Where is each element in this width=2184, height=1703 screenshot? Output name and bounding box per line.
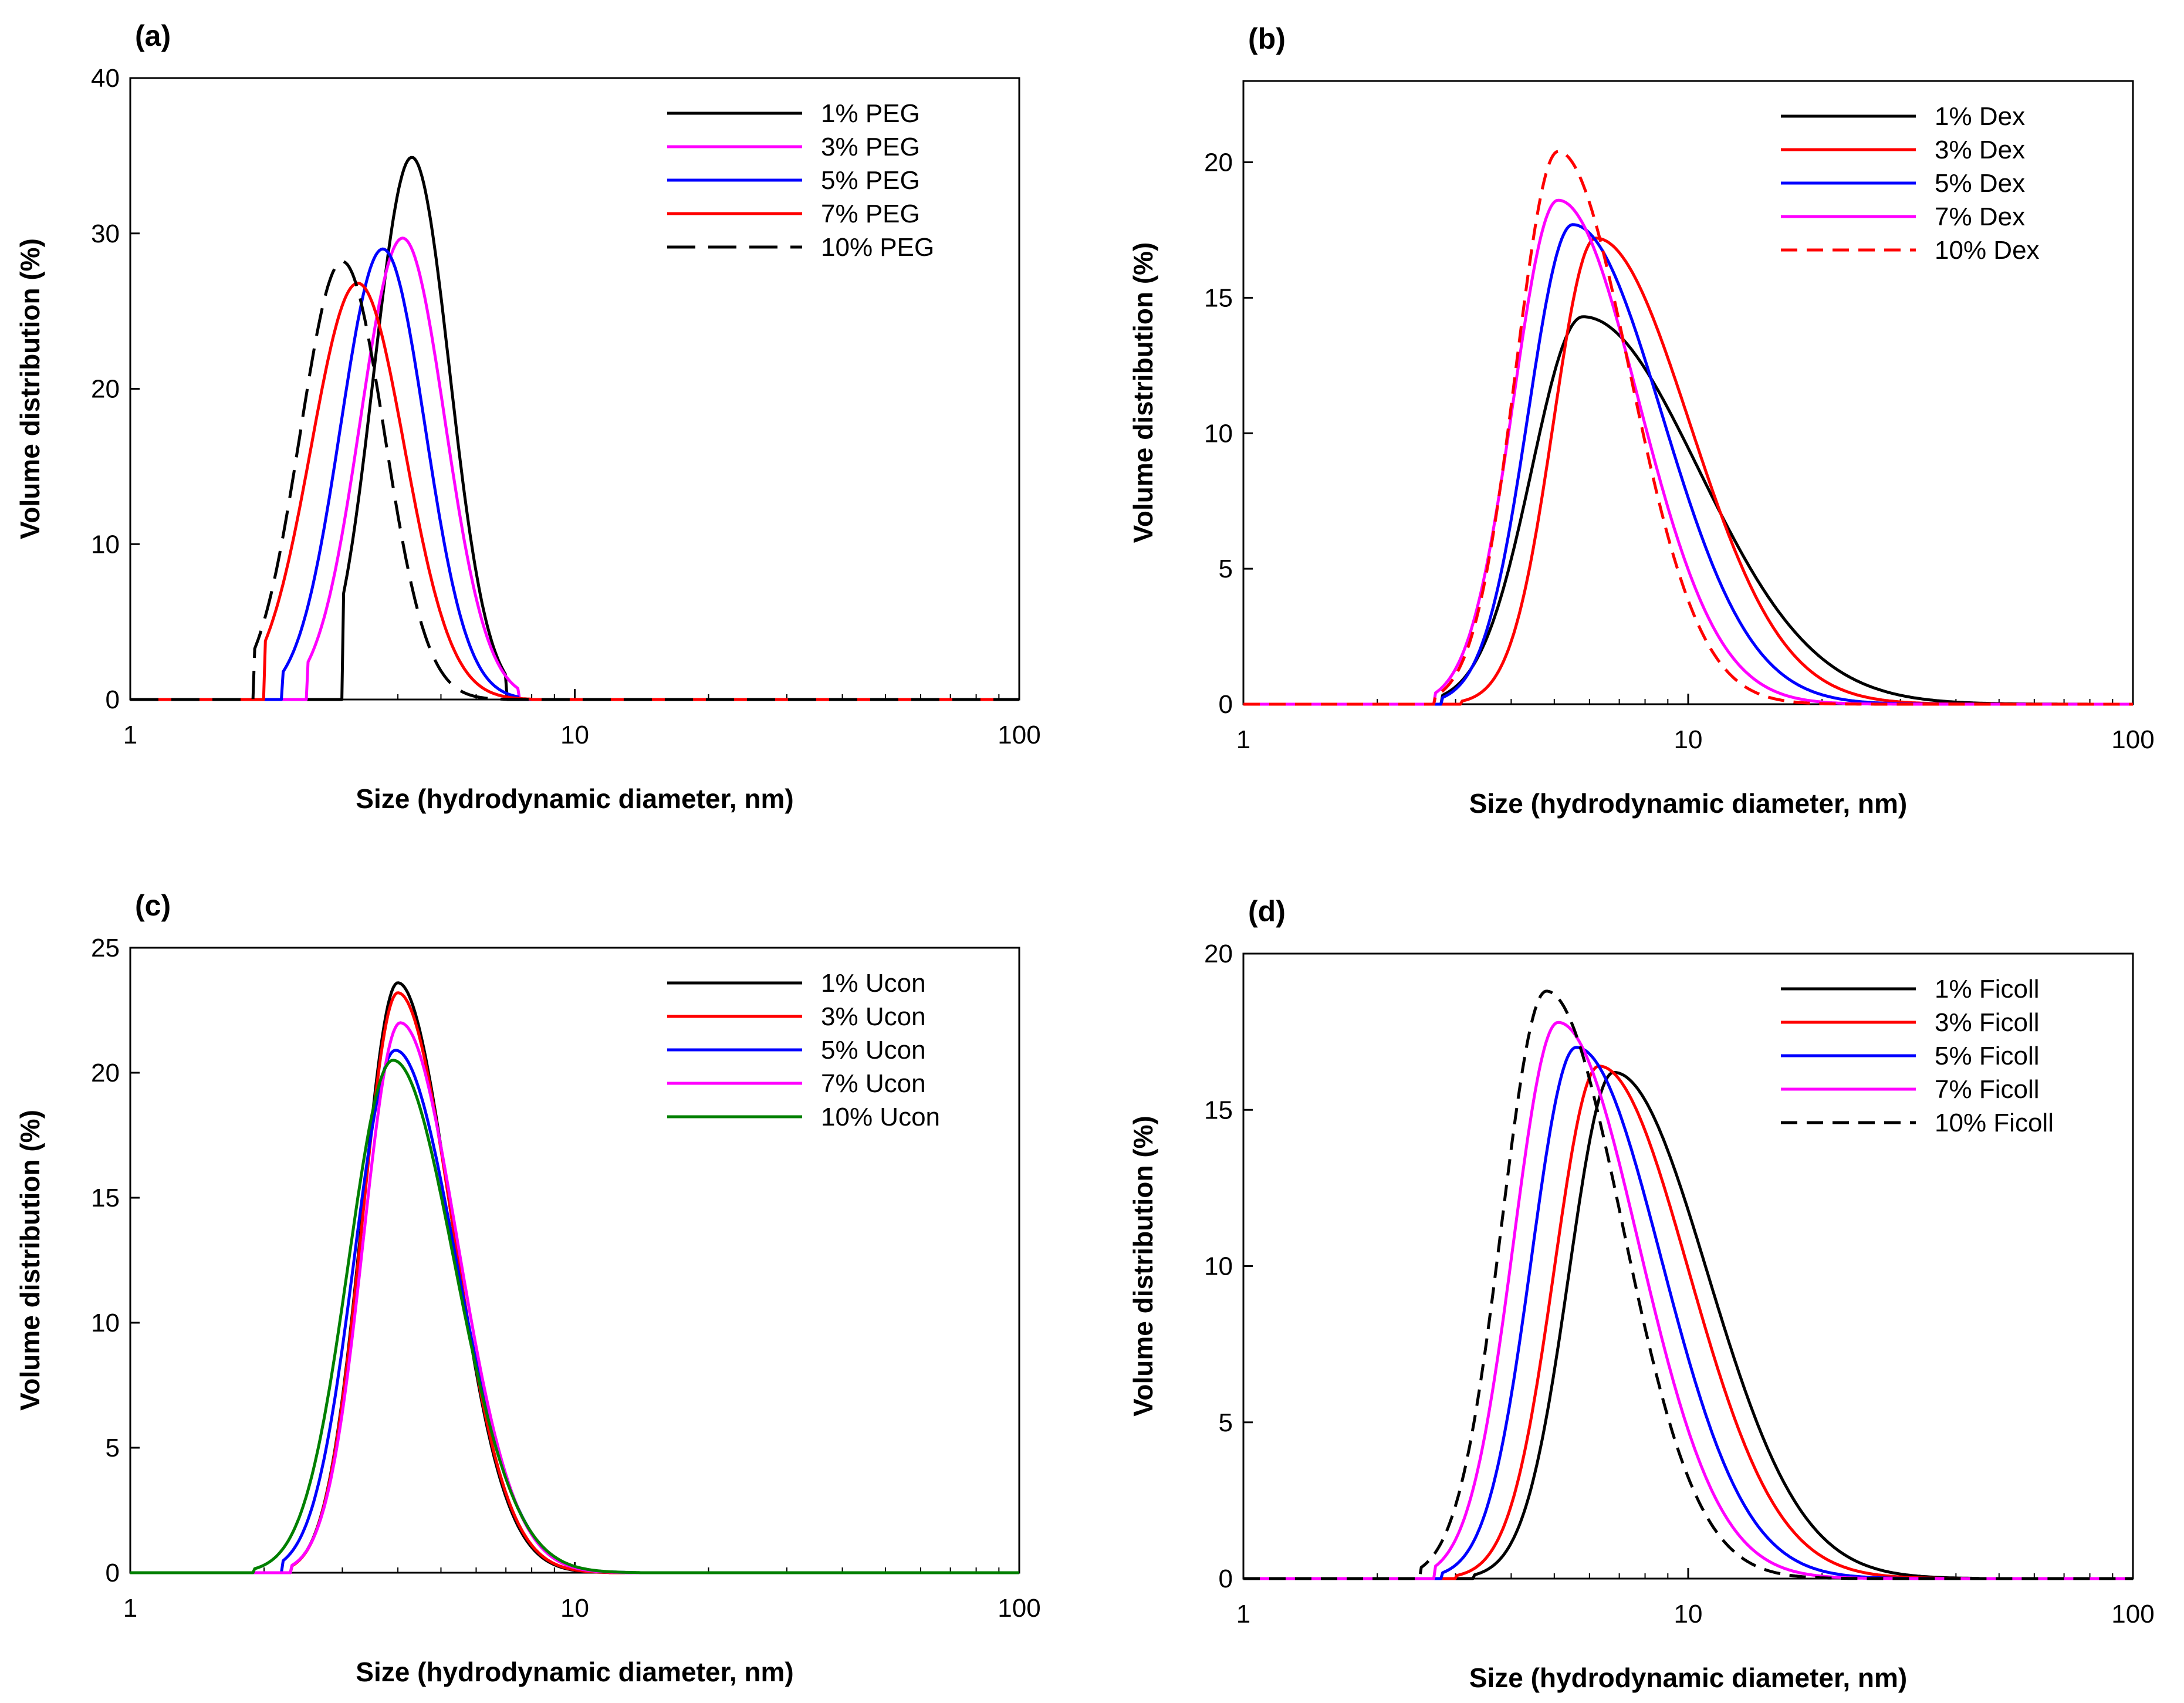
legend-entry: 5% PEG — [821, 166, 920, 195]
legend-entry: 1% PEG — [821, 99, 920, 128]
x-tick-label: 10 — [1674, 725, 1703, 754]
series-line-2 — [130, 236, 1019, 701]
legend-entry: 1% Ucon — [821, 969, 926, 998]
x-tick-label: 1 — [1236, 1600, 1250, 1628]
x-tick-label: 1 — [123, 1594, 137, 1623]
y-tick-label: 20 — [91, 375, 120, 404]
x-tick-label: 10 — [560, 1594, 589, 1623]
series-line-5 — [1243, 989, 2133, 1580]
y-axis-label: Volume distribution (%) — [1128, 1116, 1158, 1417]
y-tick-label: 20 — [91, 1059, 120, 1087]
y-tick-label: 25 — [91, 934, 120, 962]
panel-label: (a) — [135, 19, 171, 52]
legend-entry: 10% Ficoll — [1935, 1109, 2054, 1137]
legend-entry: 7% Ucon — [821, 1069, 926, 1098]
x-tick-label: 10 — [560, 721, 589, 749]
x-tick-label: 1 — [123, 721, 137, 749]
x-axis-label: Size (hydrodynamic diameter, nm) — [1469, 1663, 1907, 1693]
x-tick-label: 100 — [2111, 1600, 2154, 1628]
panel-c: 0 5 10 15 20 25 1 10 100 Size (hydrodynamic diame… — [15, 889, 1041, 1687]
legend-entry: 3% Dex — [1935, 136, 2025, 164]
y-tick-label: 15 — [91, 1184, 120, 1212]
series-line-4 — [1243, 198, 2133, 706]
legend-entry: 5% Ucon — [821, 1036, 926, 1065]
x-tick-label: 100 — [2111, 725, 2154, 754]
x-tick-label: 10 — [1674, 1600, 1703, 1628]
y-tick-label: 5 — [1219, 1408, 1233, 1437]
x-axis-label: Size (hydrodynamic diameter, nm) — [356, 1657, 793, 1687]
legend-entry: 3% Ucon — [821, 1002, 926, 1031]
y-tick-label: 5 — [1219, 555, 1233, 583]
series-line-3 — [1243, 223, 2133, 706]
series-line-2 — [1243, 1065, 2133, 1580]
legend-entry: 7% PEG — [821, 200, 920, 228]
y-tick-label: 0 — [106, 685, 120, 714]
panel-a: 0 10 20 30 40 1 10 100 Size (hydrodynamic diamet… — [15, 19, 1041, 814]
y-axis-label: Volume distribution (%) — [15, 1110, 45, 1411]
series-line-4 — [1243, 1021, 2133, 1580]
x-tick-label: 100 — [998, 1594, 1040, 1623]
y-axis-label: Volume distribution (%) — [1128, 242, 1158, 543]
y-tick-label: 0 — [1219, 690, 1233, 719]
series-line-1 — [1243, 315, 2133, 706]
y-tick-label: 0 — [1219, 1565, 1233, 1593]
series-line-3 — [130, 247, 1019, 701]
legend-entry: 3% Ficoll — [1935, 1008, 2040, 1037]
panel-d: 0 5 10 15 20 1 10 100 Size (hydrodynamic diamete… — [1128, 895, 2155, 1693]
x-axis-label: Size (hydrodynamic diameter, nm) — [356, 783, 793, 814]
series-line-4 — [130, 282, 1019, 701]
y-tick-label: 20 — [1204, 148, 1233, 177]
legend-entry: 10% Ucon — [821, 1103, 940, 1131]
legend-entry: 5% Ficoll — [1935, 1042, 2040, 1070]
y-tick-label: 10 — [1204, 1252, 1233, 1281]
y-tick-label: 20 — [1204, 940, 1233, 968]
legend-entry: 10% PEG — [821, 233, 934, 262]
legend-entry: 1% Ficoll — [1935, 975, 2040, 1003]
series-line-2 — [1243, 236, 2133, 706]
legend-entry: 7% Ficoll — [1935, 1075, 2040, 1104]
panel-label: (c) — [135, 889, 171, 922]
legend-entry: 1% Dex — [1935, 102, 2025, 131]
series-line-1 — [1243, 1070, 2133, 1580]
y-tick-label: 0 — [106, 1559, 120, 1587]
x-axis-label: Size (hydrodynamic diameter, nm) — [1469, 788, 1907, 819]
legend-entry: 5% Dex — [1935, 169, 2025, 198]
series-line-5 — [130, 260, 1019, 701]
legend-entry: 3% PEG — [821, 133, 920, 161]
y-tick-label: 30 — [91, 219, 120, 248]
panel-label: (d) — [1248, 895, 1286, 928]
y-tick-label: 10 — [91, 1309, 120, 1337]
panel-label: (b) — [1248, 22, 1286, 55]
y-tick-label: 10 — [1204, 419, 1233, 448]
series-line-5 — [1243, 150, 2133, 706]
y-tick-label: 15 — [1204, 283, 1233, 312]
x-tick-label: 100 — [998, 721, 1040, 749]
panel-b: 0 5 10 15 20 1 10 100 Size (hydrodynamic diamete… — [1128, 22, 2155, 819]
y-tick-label: 10 — [91, 530, 120, 559]
series-line-5 — [130, 1059, 1019, 1574]
x-tick-label: 1 — [1236, 725, 1250, 754]
legend-entry: 10% Dex — [1935, 236, 2040, 265]
y-axis-label: Volume distribution (%) — [15, 238, 45, 539]
legend-entry: 7% Dex — [1935, 202, 2025, 231]
y-tick-label: 15 — [1204, 1096, 1233, 1124]
y-tick-label: 5 — [106, 1434, 120, 1462]
y-tick-label: 40 — [91, 64, 120, 93]
